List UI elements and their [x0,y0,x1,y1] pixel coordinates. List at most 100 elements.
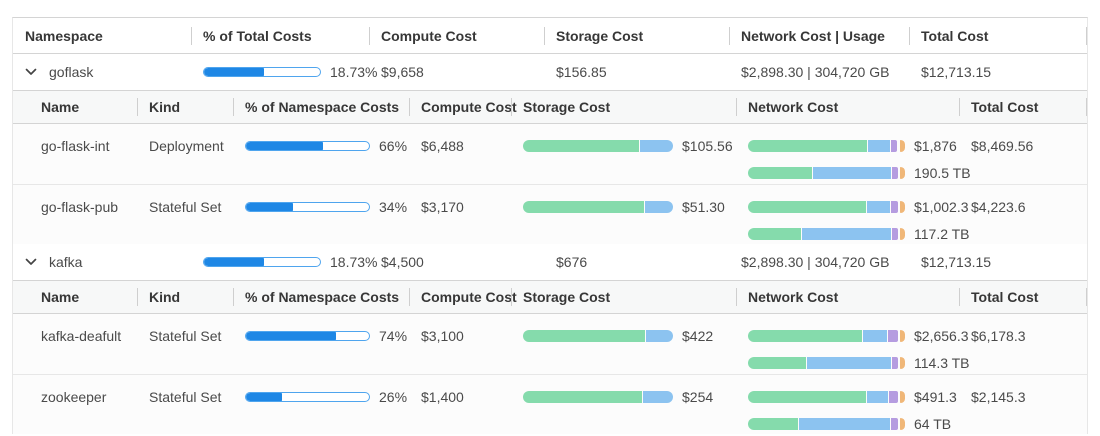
cost-table-body: goflask 18.73% $9,658 $156.85 $2,898.30 … [13,54,1087,434]
workload-compute-cost: $1,400 [421,389,464,405]
bar-segment [862,330,887,342]
namespace-costs-pct-label: 74% [379,328,408,344]
workload-network-cell: $1,876 190.5 TB [736,124,971,183]
namespace-name: kafka [49,254,83,270]
namespace-costs-bar [245,392,370,402]
network-usage-bar [748,167,905,179]
bar-segment [890,418,898,430]
workload-network-cell: $491.3 64 TB [736,375,959,434]
network-cost-label: $1,876 [914,138,957,154]
namespace-costs-pct-label: 34% [379,199,408,215]
bar-segment [748,228,802,240]
total-costs-bar [203,257,321,267]
storage-cost-bar [523,140,673,152]
workload-row: go-flask-int Deployment 66% $6,488 $105.… [13,124,1087,184]
workload-total-cost: $6,178.3 [971,328,1026,344]
network-cost-line: $2,656.3 [748,326,969,346]
bar-segment [812,167,892,179]
namespace-name: goflask [49,64,94,80]
workload-network-cell: $1,002.3 117.2 TB [736,185,970,244]
network-usage-label: 190.5 TB [914,165,971,181]
bar-tip [900,418,905,430]
bar-segment [646,330,673,342]
col-header-ws-storage-cost: Storage Cost [511,99,736,115]
network-usage-bar [748,357,905,369]
workload-row: go-flask-pub Stateful Set 34% $3,170 $51… [13,184,1087,244]
network-usage-bar [748,418,905,430]
workload-compute-cost: $6,488 [421,138,464,154]
network-cost-label: $491.3 [914,389,957,405]
total-costs-bar [203,67,321,77]
storage-cost-label: $51.30 [682,199,725,215]
namespace-network-cost-usage: $2,898.30 | 304,720 GB [741,64,890,80]
namespace-section: kafka 18.73% $4,500 $676 $2,898.30 | 304… [13,244,1087,434]
storage-cost-bar [523,201,673,213]
col-header-pct-total-costs: % of Total Costs [191,28,369,44]
workload-network-cell: $2,656.3 114.3 TB [736,314,970,373]
col-header-pct-namespace-costs: % of Namespace Costs [233,99,409,115]
namespace-costs-bar-fill [246,332,336,340]
bar-segment [523,140,640,152]
total-costs-bar-fill [204,258,265,266]
namespace-costs-pct-label: 66% [379,138,408,154]
network-usage-bar [748,228,905,240]
namespace-row[interactable]: kafka 18.73% $4,500 $676 $2,898.30 | 304… [13,244,1087,280]
network-usage-label: 114.3 TB [914,355,970,371]
workload-name: go-flask-int [41,138,110,154]
cost-table-header: Namespace % of Total Costs Compute Cost … [13,18,1087,54]
namespace-costs-bar-fill [246,142,324,150]
bar-segment [892,357,898,369]
workload-total-cost: $2,145.3 [971,389,1026,405]
workload-table: Name Kind % of Namespace Costs Compute C… [13,90,1087,244]
workload-total-cost: $4,223.6 [971,199,1026,215]
col-header-ws-compute-cost: Compute Cost [409,99,517,115]
col-header-pct-namespace-costs: % of Namespace Costs [233,289,409,305]
network-cost-bar [748,140,905,152]
bar-segment [867,391,889,403]
workload-kind: Stateful Set [149,389,222,405]
workload-kind: Stateful Set [149,328,222,344]
workload-storage-cell: $105.56 [511,124,736,156]
namespace-name-cell: goflask [13,64,191,80]
bar-segment [748,330,862,342]
namespace-row[interactable]: goflask 18.73% $9,658 $156.85 $2,898.30 … [13,54,1087,90]
bar-tip [900,167,905,179]
workload-rows: kafka-deafult Stateful Set 74% $3,100 $4… [13,314,1087,434]
workload-table-header: Name Kind % of Namespace Costs Compute C… [13,90,1087,124]
chevron-down-icon[interactable] [25,256,37,268]
bar-tip [900,140,905,152]
namespace-storage-cost: $676 [556,254,588,270]
workload-table: Name Kind % of Namespace Costs Compute C… [13,280,1087,434]
cost-table: Namespace % of Total Costs Compute Cost … [12,17,1088,434]
col-header-name: Name [41,99,80,115]
namespace-network-cost-usage: $2,898.30 | 304,720 GB [741,254,890,270]
namespace-storage-cost: $156.85 [556,64,607,80]
namespace-pct-cell: 18.73% [191,254,377,270]
workload-kind: Stateful Set [149,199,222,215]
bar-segment [889,391,898,403]
col-header-storage-cost: Storage Cost [544,28,729,44]
col-header-ws-total-cost: Total Cost [959,289,1087,305]
bar-tip [900,201,905,213]
namespace-costs-pct-label: 26% [379,389,408,405]
col-header-ws-network-cost: Network Cost [736,289,959,305]
chevron-down-icon[interactable] [25,66,37,78]
bar-segment [640,140,673,152]
bar-segment [867,140,890,152]
bar-segment [867,201,890,213]
workload-row: zookeeper Stateful Set 26% $1,400 $254 $… [13,374,1087,434]
network-cost-bar [748,330,905,342]
namespace-section: goflask 18.73% $9,658 $156.85 $2,898.30 … [13,54,1087,244]
col-header-network-cost-usage: Network Cost | Usage [729,28,909,44]
workload-pct-cell: 66% [233,124,409,156]
bar-segment [887,330,898,342]
bar-segment [892,228,898,240]
network-cost-line: $1,876 [748,136,957,156]
bar-segment [644,201,673,213]
storage-cost-label: $254 [682,389,714,405]
col-header-ws-storage-cost: Storage Cost [511,289,736,305]
bar-segment [748,167,812,179]
col-header-ws-total-cost: Total Cost [959,99,1087,115]
workload-pct-cell: 26% [233,375,409,407]
network-cost-line: $491.3 [748,387,957,407]
